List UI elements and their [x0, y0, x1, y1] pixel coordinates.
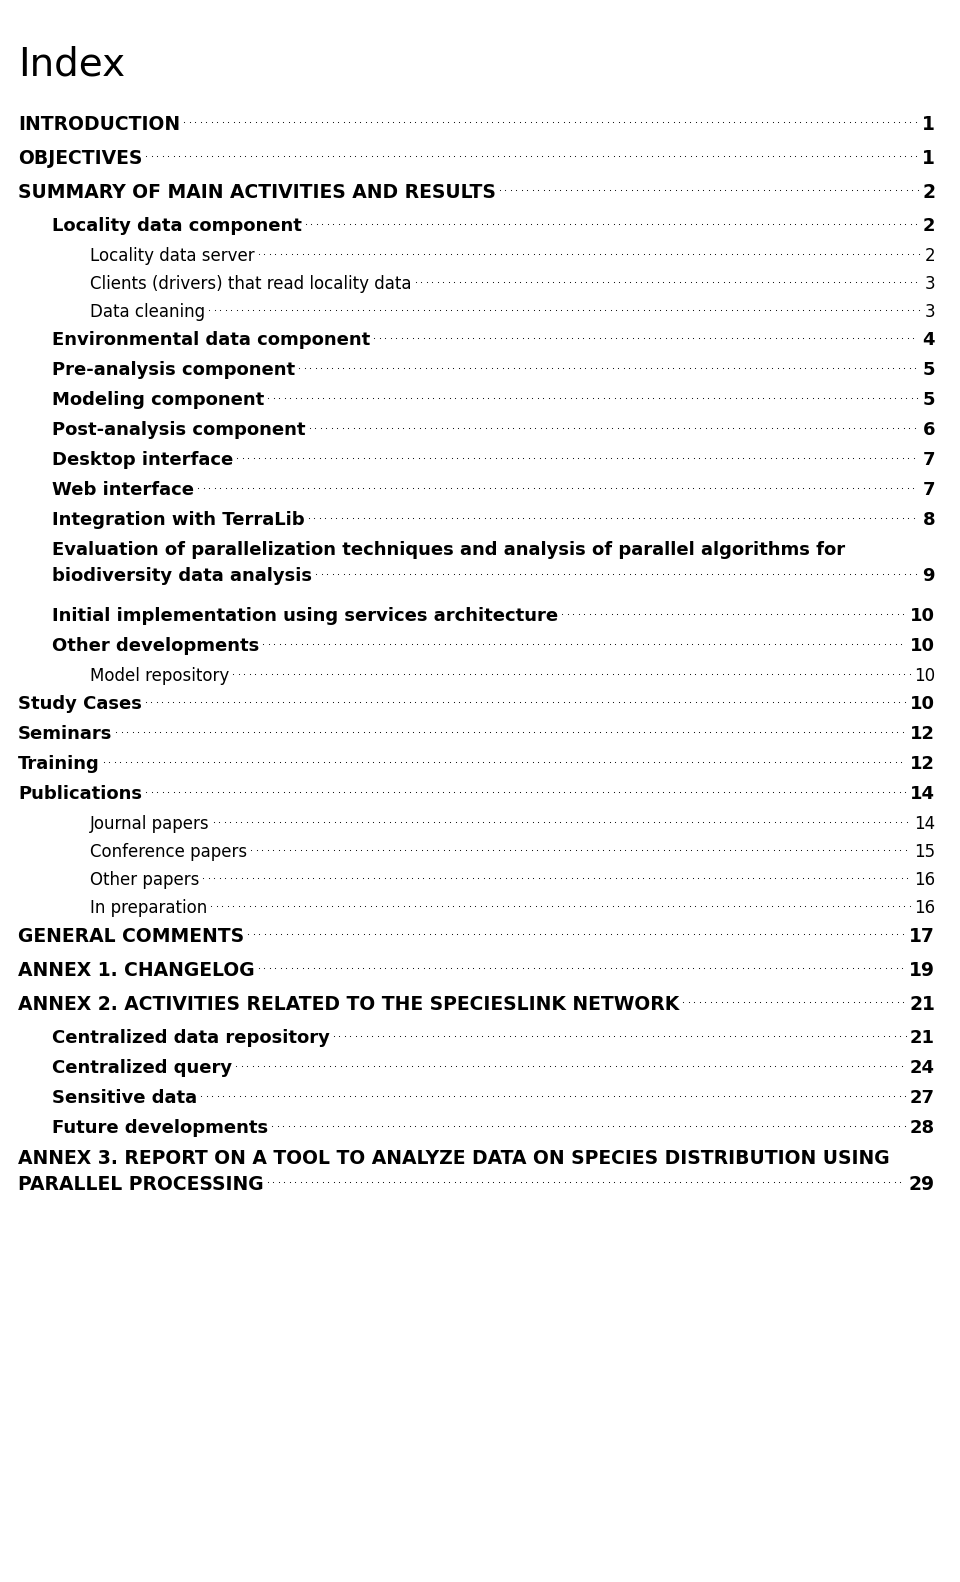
Text: Locality data server: Locality data server [90, 247, 254, 266]
Text: 27: 27 [910, 1088, 935, 1107]
Text: ANNEX 3. REPORT ON A TOOL TO ANALYZE DATA ON SPECIES DISTRIBUTION USING: ANNEX 3. REPORT ON A TOOL TO ANALYZE DAT… [18, 1149, 890, 1168]
Text: Journal papers: Journal papers [90, 815, 209, 834]
Text: 10: 10 [910, 607, 935, 625]
Text: Environmental data component: Environmental data component [52, 331, 371, 350]
Text: 12: 12 [910, 755, 935, 774]
Text: 3: 3 [924, 275, 935, 293]
Text: GENERAL COMMENTS: GENERAL COMMENTS [18, 927, 244, 946]
Text: 2: 2 [922, 184, 935, 202]
Text: 1: 1 [923, 149, 935, 168]
Text: Other developments: Other developments [52, 638, 259, 655]
Text: 2: 2 [923, 217, 935, 236]
Text: ANNEX 2. ACTIVITIES RELATED TO THE SPECIESLINK NETWORK: ANNEX 2. ACTIVITIES RELATED TO THE SPECI… [18, 995, 680, 1014]
Text: Sensitive data: Sensitive data [52, 1088, 197, 1107]
Text: biodiversity data analysis: biodiversity data analysis [52, 566, 312, 585]
Text: Clients (drivers) that read locality data: Clients (drivers) that read locality dat… [90, 275, 412, 293]
Text: 1: 1 [923, 115, 935, 134]
Text: Study Cases: Study Cases [18, 694, 142, 713]
Text: Pre-analysis component: Pre-analysis component [52, 361, 295, 380]
Text: 28: 28 [910, 1118, 935, 1137]
Text: Seminars: Seminars [18, 725, 112, 744]
Text: INTRODUCTION: INTRODUCTION [18, 115, 180, 134]
Text: Integration with TerraLib: Integration with TerraLib [52, 511, 304, 528]
Text: Initial implementation using services architecture: Initial implementation using services ar… [52, 607, 558, 625]
Text: In preparation: In preparation [90, 899, 207, 918]
Text: 3: 3 [924, 304, 935, 321]
Text: 10: 10 [914, 668, 935, 685]
Text: ANNEX 1. CHANGELOG: ANNEX 1. CHANGELOG [18, 960, 254, 979]
Text: 10: 10 [910, 638, 935, 655]
Text: 7: 7 [923, 481, 935, 498]
Text: Training: Training [18, 755, 100, 774]
Text: 29: 29 [909, 1175, 935, 1194]
Text: Evaluation of parallelization techniques and analysis of parallel algorithms for: Evaluation of parallelization techniques… [52, 541, 845, 558]
Text: SUMMARY OF MAIN ACTIVITIES AND RESULTS: SUMMARY OF MAIN ACTIVITIES AND RESULTS [18, 184, 496, 202]
Text: 21: 21 [910, 1028, 935, 1047]
Text: OBJECTIVES: OBJECTIVES [18, 149, 142, 168]
Text: 7: 7 [923, 451, 935, 468]
Text: 16: 16 [914, 872, 935, 889]
Text: 24: 24 [910, 1058, 935, 1077]
Text: 5: 5 [923, 391, 935, 410]
Text: Centralized query: Centralized query [52, 1058, 232, 1077]
Text: 14: 14 [914, 815, 935, 834]
Text: 19: 19 [909, 960, 935, 979]
Text: Data cleaning: Data cleaning [90, 304, 205, 321]
Text: 4: 4 [923, 331, 935, 350]
Text: 10: 10 [910, 694, 935, 713]
Text: 21: 21 [909, 995, 935, 1014]
Text: Index: Index [18, 44, 125, 82]
Text: Conference papers: Conference papers [90, 843, 247, 861]
Text: PARALLEL PROCESSING: PARALLEL PROCESSING [18, 1175, 264, 1194]
Text: Post-analysis component: Post-analysis component [52, 421, 305, 438]
Text: 14: 14 [910, 785, 935, 804]
Text: Modeling component: Modeling component [52, 391, 264, 410]
Text: 8: 8 [923, 511, 935, 528]
Text: 5: 5 [923, 361, 935, 380]
Text: 12: 12 [910, 725, 935, 744]
Text: 17: 17 [909, 927, 935, 946]
Text: 2: 2 [924, 247, 935, 266]
Text: Web interface: Web interface [52, 481, 194, 498]
Text: Publications: Publications [18, 785, 142, 804]
Text: Other papers: Other papers [90, 872, 200, 889]
Text: Centralized data repository: Centralized data repository [52, 1028, 330, 1047]
Text: Model repository: Model repository [90, 668, 229, 685]
Text: 9: 9 [923, 566, 935, 585]
Text: Desktop interface: Desktop interface [52, 451, 233, 468]
Text: Locality data component: Locality data component [52, 217, 301, 236]
Text: 16: 16 [914, 899, 935, 918]
Text: 6: 6 [923, 421, 935, 438]
Text: Future developments: Future developments [52, 1118, 268, 1137]
Text: 15: 15 [914, 843, 935, 861]
